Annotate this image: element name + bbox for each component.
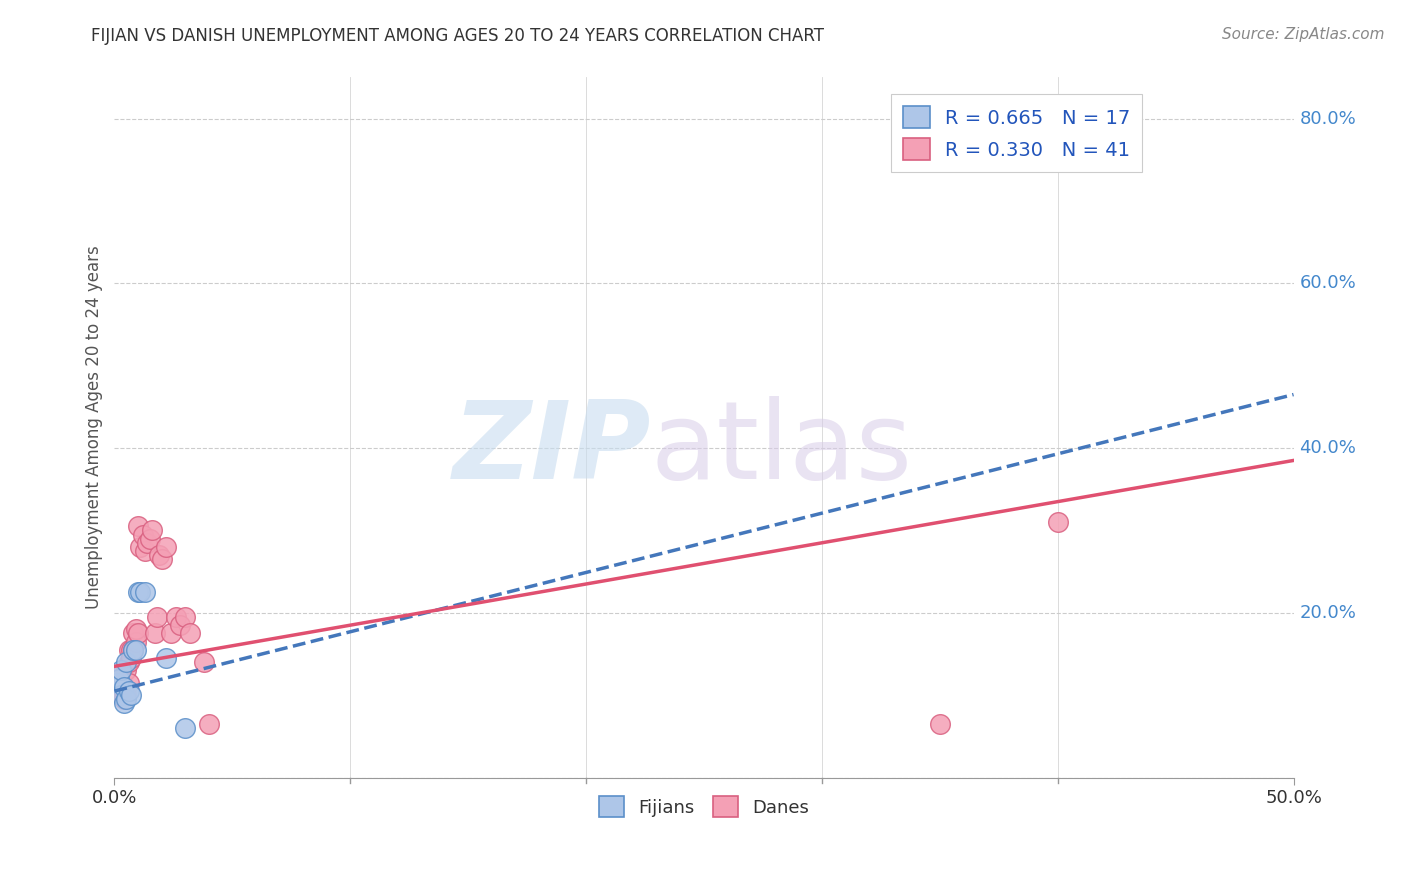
Point bbox=[155, 540, 177, 554]
Point bbox=[110, 688, 132, 702]
Point bbox=[122, 643, 145, 657]
Point bbox=[120, 688, 142, 702]
Point bbox=[115, 688, 138, 702]
Text: 20.0%: 20.0% bbox=[1299, 604, 1357, 622]
Text: 60.0%: 60.0% bbox=[1299, 275, 1357, 293]
Point bbox=[120, 643, 142, 657]
Point bbox=[115, 692, 138, 706]
Point bbox=[105, 676, 128, 690]
Point bbox=[165, 610, 187, 624]
Point bbox=[141, 524, 163, 538]
Point bbox=[105, 676, 128, 690]
Point bbox=[127, 585, 149, 599]
Point bbox=[122, 626, 145, 640]
Point bbox=[112, 697, 135, 711]
Point bbox=[150, 552, 173, 566]
Point bbox=[174, 610, 197, 624]
Point bbox=[160, 626, 183, 640]
Point bbox=[117, 643, 139, 657]
Text: 80.0%: 80.0% bbox=[1299, 110, 1357, 128]
Point bbox=[120, 651, 142, 665]
Point bbox=[115, 655, 138, 669]
Point bbox=[117, 655, 139, 669]
Y-axis label: Unemployment Among Ages 20 to 24 years: Unemployment Among Ages 20 to 24 years bbox=[86, 245, 103, 609]
Point bbox=[108, 672, 131, 686]
Point bbox=[105, 667, 128, 681]
Point bbox=[110, 664, 132, 678]
Point bbox=[112, 680, 135, 694]
Point bbox=[110, 688, 132, 702]
Point bbox=[117, 676, 139, 690]
Point bbox=[127, 626, 149, 640]
Point bbox=[146, 610, 169, 624]
Point bbox=[112, 684, 135, 698]
Text: FIJIAN VS DANISH UNEMPLOYMENT AMONG AGES 20 TO 24 YEARS CORRELATION CHART: FIJIAN VS DANISH UNEMPLOYMENT AMONG AGES… bbox=[91, 27, 824, 45]
Point bbox=[197, 717, 219, 731]
Point bbox=[112, 692, 135, 706]
Text: 40.0%: 40.0% bbox=[1299, 439, 1357, 457]
Point bbox=[139, 532, 162, 546]
Point bbox=[108, 684, 131, 698]
Point bbox=[122, 643, 145, 657]
Point bbox=[143, 626, 166, 640]
Point bbox=[124, 643, 146, 657]
Text: atlas: atlas bbox=[651, 395, 912, 501]
Point bbox=[127, 519, 149, 533]
Point bbox=[110, 676, 132, 690]
Point bbox=[129, 585, 152, 599]
Point bbox=[134, 544, 156, 558]
Point bbox=[134, 585, 156, 599]
Text: Source: ZipAtlas.com: Source: ZipAtlas.com bbox=[1222, 27, 1385, 42]
Point bbox=[129, 540, 152, 554]
Point bbox=[115, 664, 138, 678]
Point bbox=[174, 721, 197, 735]
Point bbox=[136, 536, 159, 550]
Point bbox=[108, 672, 131, 686]
Point bbox=[132, 527, 155, 541]
Point bbox=[928, 717, 950, 731]
Point bbox=[179, 626, 201, 640]
Text: ZIP: ZIP bbox=[453, 395, 651, 501]
Point bbox=[124, 622, 146, 636]
Point bbox=[155, 651, 177, 665]
Point bbox=[148, 548, 170, 562]
Legend: Fijians, Danes: Fijians, Danes bbox=[592, 789, 817, 824]
Point bbox=[193, 655, 215, 669]
Point bbox=[124, 634, 146, 648]
Point bbox=[169, 618, 191, 632]
Point bbox=[117, 684, 139, 698]
Point bbox=[1046, 515, 1069, 529]
